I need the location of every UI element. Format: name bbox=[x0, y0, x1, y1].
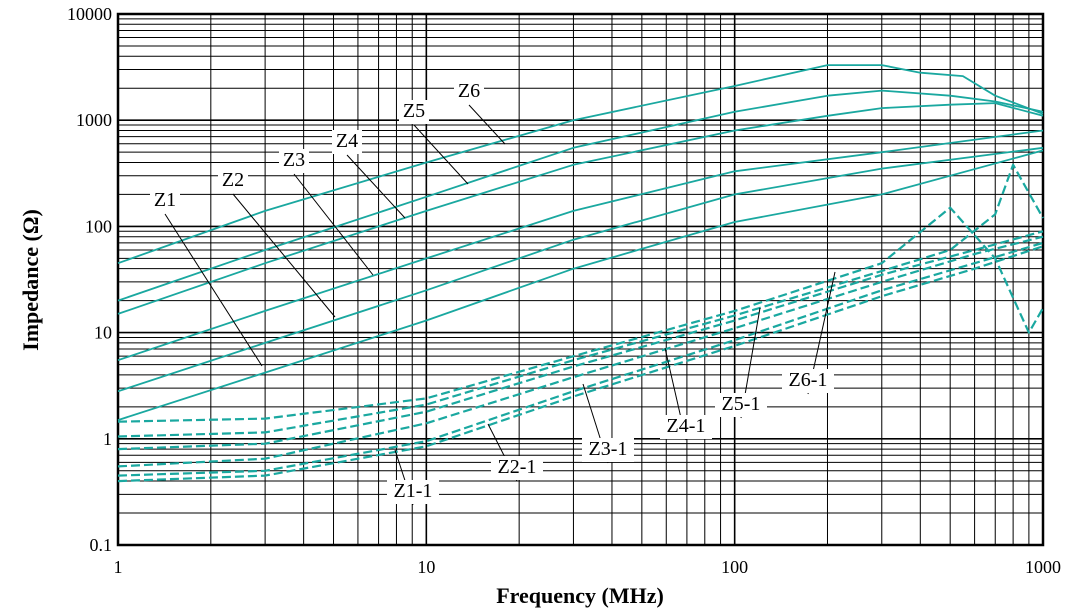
series-z2-1-line bbox=[117, 241, 1044, 477]
grid bbox=[116, 12, 1045, 547]
series-z1-line bbox=[117, 149, 1044, 421]
callout-label-z5: Z5 bbox=[403, 100, 425, 122]
series-z3-1-line bbox=[117, 235, 1044, 468]
leader-line-z3 bbox=[293, 173, 374, 276]
callout-bg-z5 bbox=[399, 100, 429, 124]
plot-frame bbox=[116, 12, 1045, 547]
series-z6-1-line bbox=[117, 206, 1044, 423]
x-tick-label: 1000 bbox=[1025, 557, 1061, 577]
callout-bg-z5-1 bbox=[715, 393, 767, 417]
callout-label-z2: Z2 bbox=[222, 169, 244, 191]
y-tick-label: 1 bbox=[103, 429, 112, 449]
callout-label-z5-1: Z5-1 bbox=[722, 393, 761, 415]
callout-bg-z3-1 bbox=[582, 438, 634, 462]
y-tick-label: 1000 bbox=[76, 110, 112, 130]
y-axis-title: Impedance (Ω) bbox=[18, 209, 43, 351]
series-z4-1-line bbox=[117, 230, 1044, 451]
leader-line-z6 bbox=[468, 104, 506, 145]
callout-bg-z1 bbox=[150, 189, 180, 213]
series-z3-line bbox=[117, 129, 1044, 362]
leader-line-z1 bbox=[164, 213, 263, 367]
callout-label-z1: Z1 bbox=[154, 189, 176, 211]
callout-label-z6-1: Z6-1 bbox=[789, 369, 828, 391]
callout-bg-z2 bbox=[218, 169, 248, 193]
callout-label-z3-1: Z3-1 bbox=[589, 438, 628, 460]
leader-line-z4 bbox=[346, 154, 406, 219]
series-group bbox=[117, 64, 1044, 483]
x-tick-label: 1 bbox=[114, 557, 123, 577]
y-tick-label: 10 bbox=[94, 323, 112, 343]
callout-label-z3: Z3 bbox=[283, 149, 305, 171]
y-tick-label: 0.1 bbox=[90, 535, 113, 555]
series-z5-line bbox=[117, 89, 1044, 302]
callout-label-z2-1: Z2-1 bbox=[498, 456, 537, 478]
leader-line-z2 bbox=[232, 193, 336, 318]
series-z5-1-line bbox=[117, 163, 1044, 438]
callout-bg-z3 bbox=[279, 149, 309, 173]
series-z6-line bbox=[117, 64, 1044, 265]
y-tick-label: 10000 bbox=[67, 4, 112, 24]
x-tick-label: 10 bbox=[417, 557, 435, 577]
callout-bg-z4-1 bbox=[660, 415, 712, 439]
callout-label-z4-1: Z4-1 bbox=[667, 415, 706, 437]
series-z4-line bbox=[117, 102, 1044, 315]
callout-bg-z1-1 bbox=[387, 480, 439, 504]
annotation-group: Z1 Z2 Z3 Z4 Z5 Z6 Z1-1 Z2-1 Z3-1 Z4-1 Z5-1 Z6-1 bbox=[150, 80, 836, 506]
y-tick-label: 100 bbox=[85, 216, 112, 236]
x-tick-label: 100 bbox=[721, 557, 748, 577]
callout-label-z4: Z4 bbox=[336, 130, 358, 152]
callout-label-z1-1: Z1-1 bbox=[394, 480, 433, 502]
leader-line-z5 bbox=[413, 124, 469, 185]
callout-label-z6: Z6 bbox=[458, 80, 480, 102]
callout-bg-z2-1 bbox=[491, 456, 543, 480]
callout-bg-z6-1 bbox=[782, 369, 834, 393]
series-z1-1-line bbox=[117, 245, 1044, 483]
callout-bg-z4 bbox=[332, 130, 362, 154]
series-z2-line bbox=[117, 146, 1044, 393]
x-axis-title: Frequency (MHz) bbox=[496, 583, 664, 608]
callout-bg-z6 bbox=[454, 80, 484, 104]
